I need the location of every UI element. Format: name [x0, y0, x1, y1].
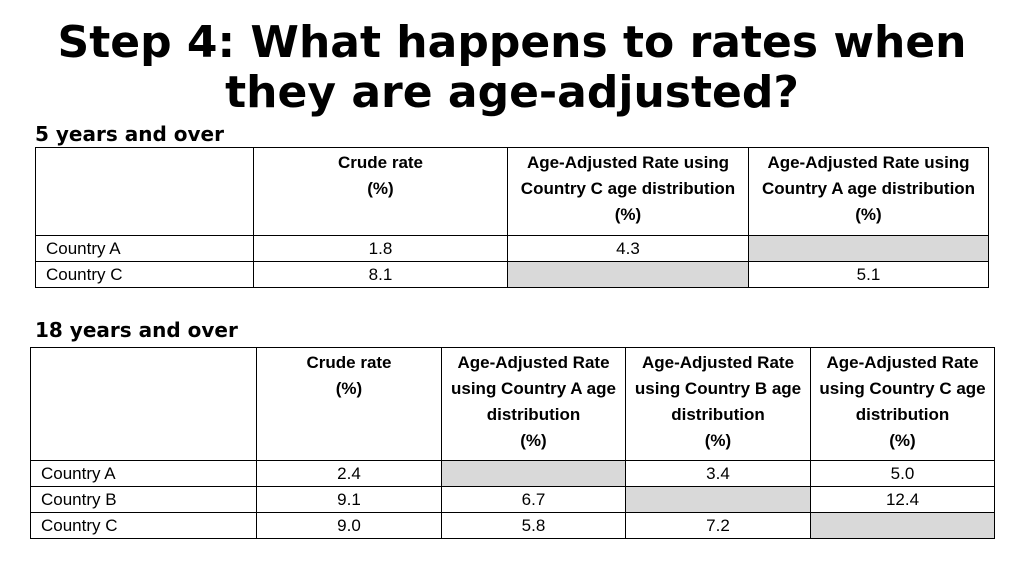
table-cell: 12.4: [810, 486, 995, 513]
table-row: Country C 8.1 5.1: [35, 261, 989, 288]
header-cell: Crude rate (%): [256, 347, 442, 461]
table-cell-shaded: [441, 460, 626, 487]
row-label: Country A: [35, 235, 254, 262]
header-cell: Age-Adjusted Rate using Country A age dist…: [441, 347, 626, 461]
header-cell: Age-Adjusted Rate using Country B age dist…: [625, 347, 811, 461]
table-header-row: Crude rate (%) Age-Adjusted Rate using Cou…: [30, 347, 995, 461]
row-label: Country B: [30, 486, 257, 513]
page-title: Step 4: What happens to rates when they …: [57, 17, 967, 118]
row-label: Country C: [35, 261, 254, 288]
table-cell: 5.8: [441, 512, 626, 539]
table-18-years-and-over: Crude rate (%) Age-Adjusted Rate using Cou…: [30, 347, 995, 539]
table-cell: 5.0: [810, 460, 995, 487]
table-cell: 1.8: [253, 235, 508, 262]
table-row: Country A 1.8 4.3: [35, 235, 989, 262]
header-cell: Age-Adjusted Rate using Country C age dist…: [810, 347, 995, 461]
table-row: Country A 2.4 3.4 5.0: [30, 460, 995, 487]
table-cell: 9.0: [256, 512, 442, 539]
table-cell-shaded: [810, 512, 995, 539]
table-cell: 4.3: [507, 235, 749, 262]
header-cell: Age-Adjusted Rate using Country C age dis…: [507, 147, 749, 236]
table-5-years-and-over: Crude rate (%) Age-Adjusted Rate using Cou…: [35, 147, 989, 288]
header-cell: [30, 347, 257, 461]
table-row: Country C 9.0 5.8 7.2: [30, 512, 995, 539]
row-label: Country C: [30, 512, 257, 539]
table1-label: 5 years and over: [35, 122, 224, 146]
table-row: Country B 9.1 6.7 12.4: [30, 486, 995, 513]
table-cell-shaded: [748, 235, 989, 262]
table2-label: 18 years and over: [35, 318, 238, 342]
table-cell: 2.4: [256, 460, 442, 487]
row-label: Country A: [30, 460, 257, 487]
header-cell: [35, 147, 254, 236]
table-cell: 6.7: [441, 486, 626, 513]
table-cell-shaded: [625, 486, 811, 513]
table-cell-shaded: [507, 261, 749, 288]
header-cell: Crude rate (%): [253, 147, 508, 236]
table-cell: 8.1: [253, 261, 508, 288]
table-cell: 5.1: [748, 261, 989, 288]
table-cell: 3.4: [625, 460, 811, 487]
table-cell: 7.2: [625, 512, 811, 539]
table-header-row: Crude rate (%) Age-Adjusted Rate using Cou…: [35, 147, 989, 236]
table-cell: 9.1: [256, 486, 442, 513]
header-cell: Age-Adjusted Rate using Country A age dis…: [748, 147, 989, 236]
